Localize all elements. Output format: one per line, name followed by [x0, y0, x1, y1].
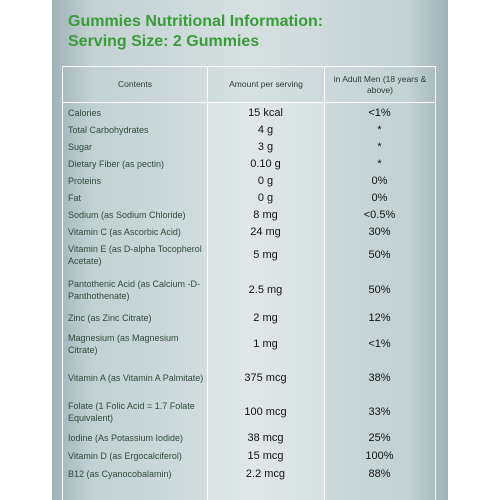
- nutrition-table: Contents Amount per serving in Adult Men…: [62, 66, 436, 500]
- row-daily-value: 38%: [368, 372, 391, 384]
- row-daily-value: <0.5%: [363, 208, 396, 221]
- row-amount: 8 mg: [253, 208, 278, 221]
- serving-size: Serving Size: 2 Gummies: [68, 33, 260, 50]
- row-name: Vitamin A (as Vitamin A Palmitate): [68, 373, 204, 383]
- row-amount: 100 mcg: [244, 406, 287, 418]
- row-name: Fat: [68, 192, 82, 203]
- row-amount: 0 g: [257, 174, 274, 187]
- row-amount: 375 mcg: [244, 372, 287, 384]
- table-row: Proteins 0 g 0%: [63, 172, 435, 189]
- row-daily-value: 50%: [368, 249, 391, 261]
- row-name: Folate (1 Folic Acid = 1.7 Folate Equiva…: [68, 401, 195, 423]
- table-row: B12 (as Cyanocobalamin) 2.2 mcg 88%: [63, 465, 435, 483]
- table-row: Iodine (As Potassium Iodide) 38 mcg 25%: [63, 429, 435, 447]
- row-amount: 3 g: [257, 140, 274, 153]
- row-name: Sugar: [68, 141, 93, 152]
- table-row: Vitamin D (as Ergocalciferol) 15 mcg 100…: [63, 447, 435, 465]
- row-name: Zinc (as Zinc Citrate): [68, 313, 152, 323]
- table-row: Fat 0 g 0%: [63, 189, 435, 206]
- row-daily-value: *: [377, 140, 382, 153]
- title-line-1: Gummies Nutritional Information:: [68, 13, 324, 30]
- table-row: Magnesium (as Magnesium Citrate) 1 mg <1…: [63, 329, 435, 359]
- row-daily-value: 12%: [368, 312, 391, 324]
- row-daily-value: 0%: [371, 174, 388, 187]
- table-row: Sodium (as Sodium Chloride) 8 mg <0.5%: [63, 206, 435, 223]
- row-amount: 38 mcg: [247, 432, 284, 444]
- amount-column-shade: [208, 102, 324, 500]
- table-row: Vitamin E (as D-alpha Tocopherol Acetate…: [63, 240, 435, 270]
- row-name: Vitamin C (as Ascorbic Acid): [68, 226, 181, 237]
- row-daily-value: <1%: [368, 338, 391, 350]
- table-row: Dietary Fiber (as pectin) 0.10 g *: [63, 155, 435, 172]
- row-daily-value: *: [377, 123, 382, 136]
- row-amount: 2.5 mg: [248, 284, 283, 296]
- row-daily-value: 25%: [368, 432, 391, 444]
- column-divider: [207, 67, 208, 500]
- label-panel: [52, 0, 448, 500]
- row-name: Dietary Fiber (as pectin): [68, 158, 165, 169]
- row-amount: 4 g: [257, 123, 274, 136]
- table-row: Zinc (as Zinc Citrate) 2 mg 12%: [63, 309, 435, 327]
- table-row: Total Carbohydrates 4 g *: [63, 121, 435, 138]
- row-daily-value: 100%: [365, 450, 394, 462]
- row-amount: 2.2 mcg: [245, 468, 286, 480]
- row-name: Calories: [68, 107, 102, 118]
- table-row: Sugar 3 g *: [63, 138, 435, 155]
- row-amount: 0 g: [257, 191, 274, 204]
- row-amount: 0.10 g: [250, 157, 281, 170]
- header-amount: Amount per serving: [229, 79, 303, 89]
- row-name: Sodium (as Sodium Chloride): [68, 209, 186, 220]
- row-name: Vitamin E (as D-alpha Tocopherol Acetate…: [68, 244, 202, 266]
- row-amount: 15 kcal: [248, 106, 283, 119]
- column-divider: [324, 67, 325, 500]
- table-row: Folate (1 Folic Acid = 1.7 Folate Equiva…: [63, 397, 435, 427]
- row-name: Proteins: [68, 175, 102, 186]
- nutrition-title: Gummies Nutritional Information: Serving…: [68, 12, 323, 52]
- row-daily-value: 33%: [368, 406, 391, 418]
- table-row: Vitamin A (as Vitamin A Palmitate) 375 m…: [63, 361, 435, 395]
- table-row: Pantothenic Acid (as Calcium -D-Panthoth…: [63, 273, 435, 307]
- row-daily-value: *: [377, 157, 382, 170]
- header-divider: [63, 102, 435, 103]
- row-amount: 2 mg: [253, 312, 278, 324]
- row-amount: 24 mg: [250, 225, 281, 238]
- row-daily-value: 88%: [368, 468, 391, 480]
- row-name: B12 (as Cyanocobalamin): [68, 469, 172, 479]
- row-amount: 5 mg: [253, 249, 278, 261]
- row-name: Vitamin D (as Ergocalciferol): [68, 451, 182, 461]
- row-daily-value: 0%: [371, 191, 388, 204]
- header-daily-value: in Adult Men (18 years & above): [333, 73, 427, 95]
- table-row: Vitamin C (as Ascorbic Acid) 24 mg 30%: [63, 223, 435, 240]
- row-daily-value: <1%: [368, 106, 391, 119]
- row-amount: 15 mcg: [247, 450, 284, 462]
- table-row: Calories 15 kcal <1%: [63, 104, 435, 121]
- row-name: Pantothenic Acid (as Calcium -D-Panthoth…: [68, 279, 201, 301]
- row-name: Iodine (As Potassium Iodide): [68, 433, 184, 443]
- row-daily-value: 50%: [368, 284, 391, 296]
- row-name: Magnesium (as Magnesium Citrate): [68, 333, 179, 355]
- row-amount: 1 mg: [253, 338, 278, 350]
- row-daily-value: 30%: [368, 225, 391, 238]
- header-contents: Contents: [117, 79, 153, 89]
- row-name: Total Carbohydrates: [68, 124, 149, 135]
